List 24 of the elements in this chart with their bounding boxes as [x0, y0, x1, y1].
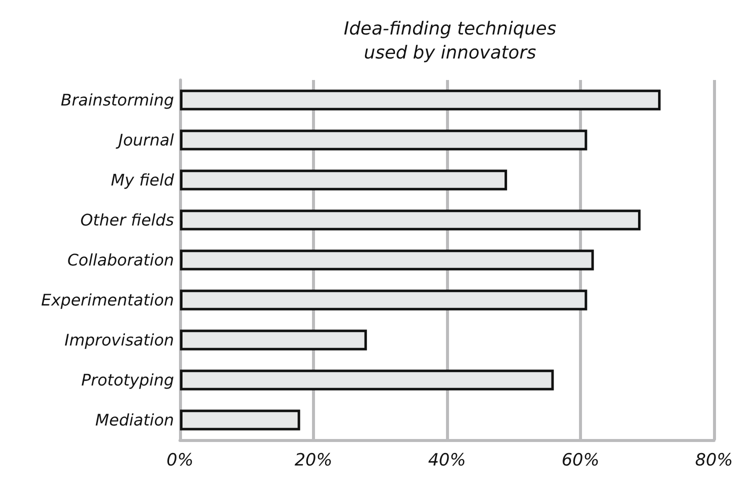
bar: [180, 290, 588, 310]
bar: [180, 330, 367, 350]
y-tick-label: Collaboration: [67, 250, 174, 270]
y-tick-label: Prototyping: [81, 370, 174, 390]
y-tick-label: Mediation: [95, 410, 174, 430]
x-tick-label: 20%: [294, 450, 332, 470]
bar: [180, 250, 594, 270]
x-tick-label: 60%: [562, 450, 600, 470]
y-tick-label: Experimentation: [41, 290, 174, 310]
bar: [180, 370, 554, 390]
y-tick-label: Other fields: [80, 210, 174, 230]
bar: [180, 410, 300, 430]
y-tick-label: My field: [110, 170, 175, 190]
bar: [180, 130, 588, 150]
x-tick-label: 80%: [695, 450, 733, 470]
y-tick-label: Improvisation: [64, 330, 174, 350]
x-tick-label: 0%: [166, 450, 194, 470]
x-tick-label: 40%: [428, 450, 466, 470]
chart-title: Idea-finding techniques used by innovators: [344, 18, 556, 64]
bar: [180, 170, 508, 190]
y-tick-label: Brainstorming: [60, 90, 174, 110]
bar: [180, 210, 641, 230]
bar: [180, 90, 661, 110]
y-tick-label: Journal: [115, 130, 175, 150]
